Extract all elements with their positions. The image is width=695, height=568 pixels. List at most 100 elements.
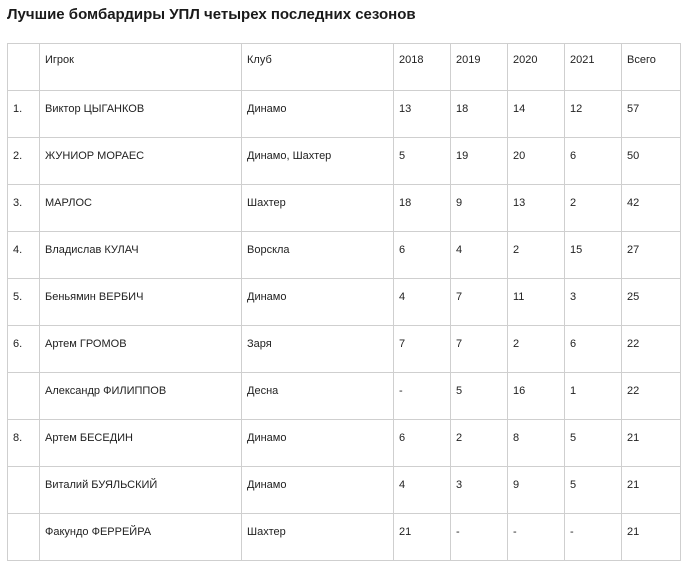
cell-club: Динамо (241, 278, 394, 326)
cell-player: Виталий БУЯЛЬСКИЙ (39, 466, 242, 514)
cell-total: 22 (621, 372, 681, 420)
cell-player: Александр ФИЛИППОВ (39, 372, 242, 420)
cell-2021: 6 (564, 137, 622, 185)
cell-2021: 5 (564, 466, 622, 514)
cell-club: Десна (241, 372, 394, 420)
header-rank (7, 43, 40, 91)
table-header-row: Игрок Клуб 2018 2019 2020 2021 Всего (7, 43, 681, 91)
cell-club: Заря (241, 325, 394, 373)
cell-2019: - (450, 513, 508, 561)
cell-rank: 4. (7, 231, 40, 279)
cell-2019: 7 (450, 278, 508, 326)
cell-2021: 15 (564, 231, 622, 279)
cell-club: Ворскла (241, 231, 394, 279)
cell-club: Динамо (241, 90, 394, 138)
table-row: 3. МАРЛОС Шахтер 18 9 13 2 42 (7, 184, 681, 232)
cell-total: 21 (621, 513, 681, 561)
cell-2018: 4 (393, 278, 451, 326)
header-club: Клуб (241, 43, 394, 91)
table-row: Факундо ФЕРРЕЙРА Шахтер 21- - -21 (7, 513, 681, 561)
cell-2019: 19 (450, 137, 508, 185)
header-2020: 2020 (507, 43, 565, 91)
table-row: 8. Артем БЕСЕДИН Динамо 6 2 8 5 21 (7, 419, 681, 467)
table-body: Игрок Клуб 2018 2019 2020 2021 Всего 1. В… (7, 43, 681, 561)
scorers-table-wrapper: Игрок Клуб 2018 2019 2020 2021 Всего 1. В… (7, 43, 681, 561)
cell-2020: 8 (507, 419, 565, 467)
table-title: Лучшие бомбардиры УПЛ четырех последних … (7, 6, 416, 23)
table-row: 1. Виктор ЦЫГАНКОВ Динамо 13 18 14 12 57 (7, 90, 681, 138)
header-2018: 2018 (393, 43, 451, 91)
cell-total: 42 (621, 184, 681, 232)
cell-player: Артем БЕСЕДИН (39, 419, 242, 467)
cell-club: Шахтер (241, 184, 394, 232)
cell-player: Владислав КУЛАЧ (39, 231, 242, 279)
cell-rank: 2. (7, 137, 40, 185)
table-row: 4. Владислав КУЛАЧ Ворскла 6 4 2 15 27 (7, 231, 681, 279)
cell-total: 25 (621, 278, 681, 326)
cell-2020: - (507, 513, 565, 561)
cell-2020: 16 (507, 372, 565, 420)
cell-rank: 8. (7, 419, 40, 467)
cell-rank: 3. (7, 184, 40, 232)
cell-2018: 7 (393, 325, 451, 373)
cell-2021: 3 (564, 278, 622, 326)
table-row: Александр ФИЛИППОВ Десна -5 16 1 22 (7, 372, 681, 420)
cell-2021: 5 (564, 419, 622, 467)
cell-2019: 9 (450, 184, 508, 232)
table-row: Виталий БУЯЛЬСКИЙ Динамо 4 3 9 5 21 (7, 466, 681, 514)
header-player: Игрок (39, 43, 242, 91)
cell-rank (7, 513, 40, 561)
cell-2021: 12 (564, 90, 622, 138)
cell-player: Беньямин ВЕРБИЧ (39, 278, 242, 326)
cell-2020: 13 (507, 184, 565, 232)
table-row: 5. Беньямин ВЕРБИЧ Динамо 4 7 11 3 25 (7, 278, 681, 326)
cell-player: МАРЛОС (39, 184, 242, 232)
cell-total: 57 (621, 90, 681, 138)
cell-rank: 1. (7, 90, 40, 138)
cell-2021: 1 (564, 372, 622, 420)
header-2021: 2021 (564, 43, 622, 91)
cell-2018: - (393, 372, 451, 420)
cell-2019: 2 (450, 419, 508, 467)
cell-club: Динамо (241, 466, 394, 514)
cell-2019: 7 (450, 325, 508, 373)
cell-2021: 6 (564, 325, 622, 373)
scorers-table: Игрок Клуб 2018 2019 2020 2021 Всего 1. В… (7, 43, 681, 561)
cell-player: Факундо ФЕРРЕЙРА (39, 513, 242, 561)
cell-2020: 2 (507, 325, 565, 373)
cell-2019: 3 (450, 466, 508, 514)
cell-total: 50 (621, 137, 681, 185)
cell-2021: - (564, 513, 622, 561)
cell-rank: 6. (7, 325, 40, 373)
header-total: Всего (621, 43, 681, 91)
cell-total: 22 (621, 325, 681, 373)
header-2019: 2019 (450, 43, 508, 91)
cell-2018: 13 (393, 90, 451, 138)
cell-2020: 14 (507, 90, 565, 138)
cell-2018: 5 (393, 137, 451, 185)
cell-2020: 20 (507, 137, 565, 185)
cell-rank: 5. (7, 278, 40, 326)
cell-total: 21 (621, 419, 681, 467)
cell-2019: 4 (450, 231, 508, 279)
cell-2018: 4 (393, 466, 451, 514)
cell-2019: 5 (450, 372, 508, 420)
cell-total: 21 (621, 466, 681, 514)
cell-player: ЖУНИОР МОРАЕС (39, 137, 242, 185)
table-row: 2. ЖУНИОР МОРАЕС Динамо, Шахтер 5 19 20 6 50 (7, 137, 681, 185)
table-row: 6. Артем ГРОМОВ Заря 7 7 2 6 22 (7, 325, 681, 373)
cell-player: Виктор ЦЫГАНКОВ (39, 90, 242, 138)
cell-2020: 11 (507, 278, 565, 326)
cell-2020: 2 (507, 231, 565, 279)
cell-player: Артем ГРОМОВ (39, 325, 242, 373)
cell-rank (7, 372, 40, 420)
cell-2018: 18 (393, 184, 451, 232)
cell-2020: 9 (507, 466, 565, 514)
cell-2018: 6 (393, 231, 451, 279)
cell-club: Шахтер (241, 513, 394, 561)
cell-2019: 18 (450, 90, 508, 138)
cell-total: 27 (621, 231, 681, 279)
cell-2021: 2 (564, 184, 622, 232)
cell-2018: 21 (393, 513, 451, 561)
cell-rank (7, 466, 40, 514)
